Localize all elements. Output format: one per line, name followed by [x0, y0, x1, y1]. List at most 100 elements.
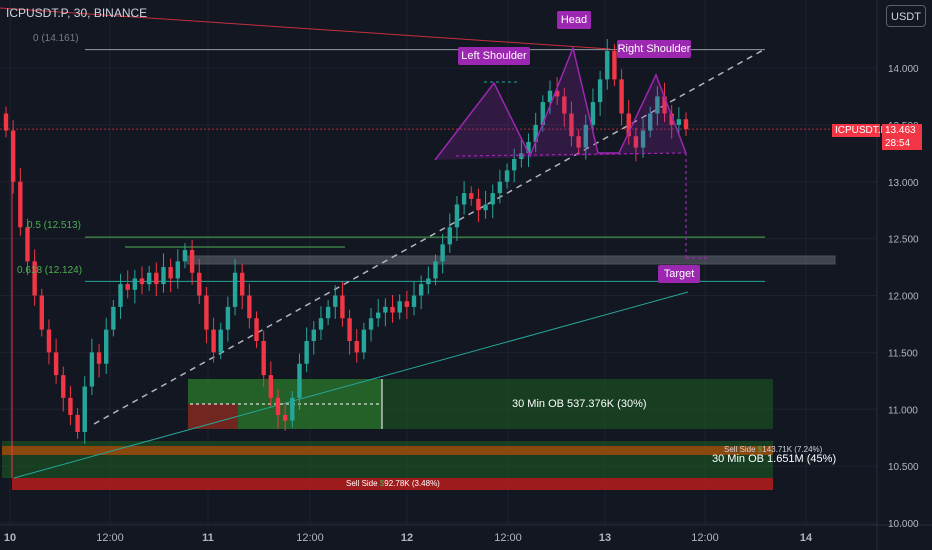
time-tick-label: 11: [202, 532, 214, 544]
order-block-label-1: 30 Min OB 537.376K (30%): [512, 398, 647, 410]
candle-body: [447, 227, 452, 245]
candle-body: [483, 204, 488, 211]
head-label: Head: [557, 11, 591, 29]
candle-body: [325, 306, 331, 319]
candle-body: [96, 352, 102, 364]
candle-body: [411, 295, 417, 307]
time-tick-label: 12: [401, 532, 413, 544]
candle-body: [10, 130, 16, 182]
drawing-lines: [0, 7, 877, 479]
candle-body: [347, 318, 352, 341]
candle-body: [254, 318, 259, 341]
candle-body: [469, 193, 474, 199]
candle-body: [504, 170, 510, 182]
time-tick-label: 13: [599, 532, 611, 544]
right-shoulder-label: Right Shoulder: [617, 40, 691, 58]
candle-body: [261, 341, 266, 376]
candle-body: [182, 250, 188, 262]
candle-body: [18, 181, 23, 228]
uptrend-line: [13, 291, 689, 479]
candle-body: [282, 414, 288, 421]
candle-body: [111, 306, 116, 330]
order-block-label-2: 30 Min OB 1.651M (45%): [712, 453, 837, 465]
candle-body: [297, 363, 302, 398]
time-tick-label: 12:00: [494, 532, 522, 544]
candle-body: [340, 295, 345, 319]
candle-body: [633, 136, 639, 148]
candle-body: [311, 329, 316, 341]
gray-zone: [186, 255, 836, 265]
candle-body: [554, 90, 560, 97]
price-tick-label: 12.000: [888, 292, 919, 303]
candle-body: [576, 136, 581, 148]
candle-body: [240, 272, 245, 296]
candle-body: [648, 113, 653, 131]
order-block-zones: [2, 255, 836, 490]
candle-body: [61, 375, 66, 398]
candle-body: [290, 397, 295, 421]
pattern-outline: [434, 45, 687, 161]
candle-body: [433, 261, 438, 279]
candle-body: [333, 295, 338, 307]
symbol-title: ICPUSDT.P, 30, BINANCE: [6, 6, 148, 20]
candle-body: [318, 318, 324, 330]
candle-body: [139, 278, 145, 285]
currency-button[interactable]: USDT: [886, 5, 926, 27]
candle-body: [268, 375, 274, 398]
candle-body: [361, 329, 367, 353]
candle-body: [454, 204, 460, 228]
candle-body: [669, 113, 674, 125]
candle-body: [197, 272, 202, 296]
candle-body: [225, 306, 231, 330]
last-price-badge: 13.463: [882, 124, 922, 137]
candle-body: [104, 329, 109, 364]
candle-body: [662, 96, 667, 114]
price-tick-label: 13.000: [888, 178, 919, 189]
candle-body: [619, 79, 624, 114]
head-and-shoulders-pattern: [434, 45, 708, 259]
neckline: [455, 152, 687, 157]
candle-body: [125, 284, 130, 290]
candle-body: [168, 267, 173, 279]
candle-body: [676, 119, 682, 125]
candle-body: [3, 113, 9, 131]
candle-body: [612, 50, 617, 80]
candle-body: [82, 386, 87, 432]
symbol-badge: ICPUSDT.P: [832, 124, 887, 137]
price-tick-label: 11.500: [888, 348, 918, 359]
candle-body: [397, 301, 402, 313]
time-tick-label: 12:00: [296, 532, 324, 544]
candle-body: [189, 250, 195, 273]
candle-body: [247, 295, 252, 319]
time-tick-label: 12:00: [691, 532, 719, 544]
time-tick-label: 12:00: [96, 532, 124, 544]
candle-body: [683, 119, 689, 130]
candle-body: [383, 306, 388, 313]
dashed-trend-line: [93, 48, 766, 425]
candles: [3, 38, 689, 444]
candle-body: [640, 130, 646, 148]
candle-body: [161, 267, 166, 285]
candle-body: [218, 329, 223, 353]
sell-side-zone-1: [2, 446, 773, 455]
time-axis: 10 12:00 11 12:00 12 12:00 13 12:00 14: [4, 532, 813, 544]
candle-body: [418, 284, 424, 296]
time-tick-label: 10: [4, 532, 16, 544]
candle-body: [275, 397, 281, 415]
candle-body: [404, 301, 410, 307]
candle-body: [376, 312, 381, 319]
candle-body: [89, 352, 95, 387]
target-label: Target: [658, 265, 700, 283]
fib-level-0: 0 (14.161): [33, 33, 79, 44]
candle-body: [354, 341, 359, 353]
candle-body: [497, 181, 503, 194]
pattern-fill: [435, 48, 686, 160]
price-tick-label: 11.000: [888, 405, 918, 416]
candle-body: [605, 50, 610, 80]
candle-body: [46, 329, 52, 353]
candle-body: [132, 278, 138, 290]
price-tick-label: 14.000: [888, 64, 919, 75]
sell-side-label-2: Sell Side $92.78K (3.48%): [346, 479, 440, 488]
